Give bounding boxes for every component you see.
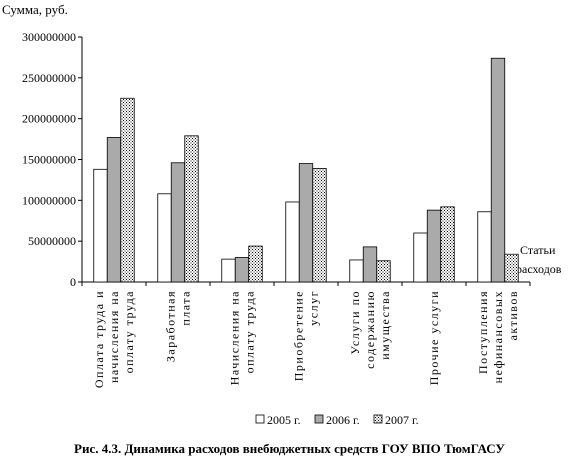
y-tick-label: 150000000 [22,153,76,167]
x-tick-label: нефинансовых [491,290,505,383]
x-tick-label-group: Услуги по содержанию имущества [348,290,392,369]
axes: 0 50000000 100000000 150000000 200000000 2500… [22,30,531,289]
legend-swatch [255,414,265,424]
x-tick-label: Начисления на [228,290,242,385]
bar [184,135,199,283]
x-tick-label: Прочие услуги [427,290,441,385]
y-tick-label: 250000000 [22,71,76,85]
x-tick-label: Оплата труда и [92,290,106,388]
bar [170,162,186,283]
bar [477,211,492,283]
x-tick-label-group: Заработная плата [164,290,193,362]
legend-swatch [373,414,383,424]
bar [376,260,391,283]
y-tick-label: 100000000 [22,193,76,207]
x-tick-label: имущества [378,290,392,360]
bar [490,57,506,283]
y-axis-title: Сумма, руб. [2,2,68,17]
legend-label: 2005 г. [267,413,301,427]
bar [413,232,428,283]
x-tick-label: оплату труда [243,290,257,373]
x-tick-label-group: Поступления нефинансовых активов [476,290,520,383]
bar [312,168,327,283]
x-tick-label: оплату труда [122,290,136,373]
y-tick-label: 200000000 [22,112,76,126]
x-tick-label: содержанию [363,290,377,369]
x-tick-label: плата [179,290,193,326]
bar [426,209,442,283]
bars [93,57,519,283]
x-axis-title-line-1: Статьи [520,243,556,257]
figure-caption: Рис. 4.3. Динамика расходов внебюджетных… [74,441,505,456]
y-tick-label: 0 [70,275,76,289]
x-tick-label-group: Прочие услуги [427,290,441,385]
x-tick-label: активов [506,290,520,340]
x-tick-labels: Оплата труда и начисления на оплату труда З… [92,290,520,388]
legend-label: 2007 г. [385,413,419,427]
bar [285,201,300,283]
x-tick-label: Услуги по [348,290,362,355]
y-tick-label: 50000000 [28,234,76,248]
bar [157,193,172,283]
x-axis-title-line-2: расходов [516,262,562,276]
bar [106,137,122,283]
bar [298,163,314,283]
bar [504,253,519,283]
x-tick-label-group: Приобретение услуг [292,290,321,381]
bar [93,168,108,283]
bar [362,246,378,283]
bar [440,206,455,283]
legend: 2005 г. 2006 г. 2007 г. [255,413,419,427]
x-tick-label-group: Начисления на оплату труда [228,290,257,385]
legend-label: 2006 г. [326,413,360,427]
bar [234,257,250,283]
x-tick-label: Приобретение [292,290,306,381]
legend-swatch [314,414,324,424]
bar [248,245,263,283]
bar-chart: Сумма, руб. Статьи расходов 0 50000000 100… [2,2,562,427]
x-tick-label: начисления на [107,290,121,383]
x-tick-label-group: Оплата труда и начисления на оплату труда [92,290,136,388]
y-tick-label: 300000000 [22,30,76,44]
x-tick-label: Заработная [164,290,178,362]
bar [120,97,135,283]
x-tick-label: Поступления [476,290,490,374]
bar [349,259,364,283]
x-tick-label: услуг [307,290,321,326]
bar [221,258,236,283]
